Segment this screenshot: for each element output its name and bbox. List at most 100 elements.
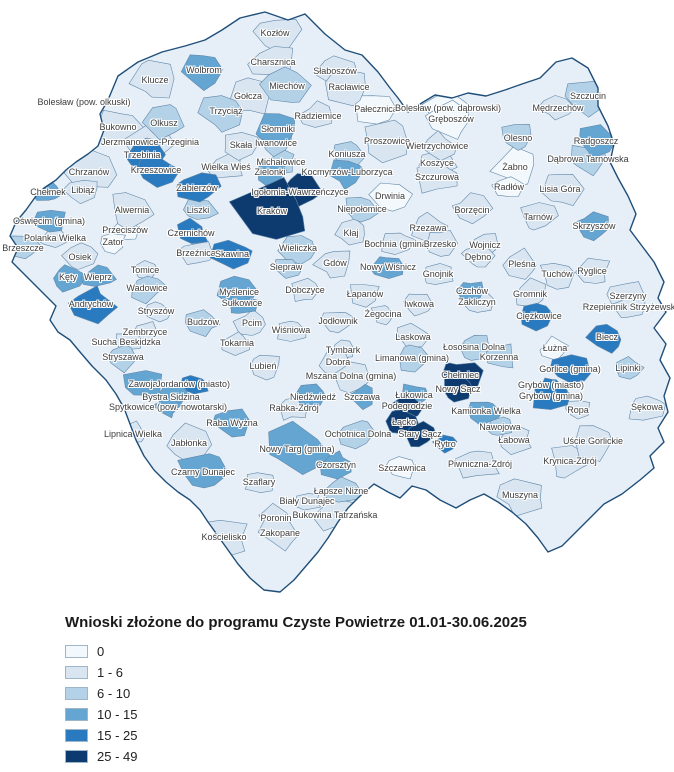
region-shape-uście-gorlickie[interactable] (575, 425, 613, 462)
region-shape-brzesko[interactable] (427, 229, 458, 257)
region-shape-szczawnica[interactable] (386, 456, 415, 480)
region-shape-racławice[interactable] (325, 71, 366, 107)
region-shape-niepołomice[interactable] (345, 196, 380, 223)
region-shape-stryszawa[interactable] (107, 344, 137, 374)
region-shape-zembrzyce[interactable] (134, 321, 158, 342)
region-shape-łapsze-niżne[interactable] (320, 476, 363, 503)
region-shape-czarny-dunajec[interactable] (177, 453, 229, 489)
region-shape-olesno[interactable] (501, 124, 532, 151)
region-shape-lubień[interactable] (250, 354, 280, 381)
region-shape-łososina-dolna[interactable] (459, 334, 490, 361)
region-shape-liszki[interactable] (183, 198, 219, 220)
region-shape-nawojowa[interactable] (486, 416, 513, 436)
region-shape-zawoja[interactable] (122, 370, 163, 396)
region-shape-limanowa-gmina[interactable] (398, 344, 432, 373)
region-shape-drwinia[interactable] (368, 182, 414, 212)
region-shape-rytro[interactable] (431, 434, 458, 454)
region-shape-klucze[interactable] (128, 59, 175, 99)
region-shape-kocmyrzów-luborzyca[interactable] (329, 159, 365, 190)
region-shape-dobczyce[interactable] (291, 277, 320, 302)
region-shape-sucha-beskidzka[interactable] (115, 332, 143, 350)
region-shape-alwernia[interactable] (112, 192, 155, 231)
region-shape-oświęcim-gmina[interactable] (33, 209, 66, 233)
region-shape-gnojnik[interactable] (424, 263, 454, 285)
region-shape-stary-sącz[interactable] (406, 420, 437, 448)
region-shape-ryglice[interactable] (575, 257, 611, 284)
region-shape-muszyna[interactable] (496, 478, 543, 517)
region-shape-proszowice[interactable] (364, 119, 408, 164)
region-shape-radziemice[interactable] (298, 100, 333, 128)
region-shape-lipinki[interactable] (614, 356, 645, 380)
region-shape-ochotnica-dolna[interactable] (337, 420, 376, 450)
region-shape-skrzyszów[interactable] (574, 211, 610, 242)
region-shape-słomniki[interactable] (255, 113, 296, 145)
region-shape-biały-dunajec[interactable] (295, 493, 322, 511)
region-shape-krzeszowice[interactable] (137, 150, 181, 188)
region-shape-stryszów[interactable] (144, 301, 172, 323)
region-shape-jordanów-miasto[interactable] (180, 375, 209, 395)
region-shape-łapanów[interactable] (350, 284, 380, 308)
region-shape-tuchów[interactable] (539, 262, 575, 290)
region-shape-raba-wyżna[interactable] (212, 408, 250, 438)
region-shape-kęty[interactable] (53, 264, 89, 293)
region-shape-wiśniowa[interactable] (277, 320, 307, 342)
region-shape-czernichów[interactable] (177, 217, 209, 245)
region-shape-kraków[interactable] (228, 176, 306, 240)
region-shape-szczawa[interactable] (345, 384, 373, 410)
region-shape-kamionka-wielka[interactable] (468, 401, 503, 426)
region-shape-zator[interactable] (100, 233, 127, 255)
region-shape-czchów[interactable] (455, 281, 484, 301)
region-shape-olkusz[interactable] (141, 104, 185, 141)
region-shape-piwniczna-zdrój[interactable] (455, 450, 500, 479)
region-shape-wolbrom[interactable] (180, 54, 224, 91)
region-shape-ciężkowice[interactable] (520, 302, 554, 332)
region-shape-rzepiennik-strzyżewski[interactable] (611, 293, 646, 318)
region-shape-ropa[interactable] (565, 400, 591, 420)
region-shape-kłaj[interactable] (334, 218, 365, 246)
region-shape-wadowice[interactable] (131, 275, 168, 305)
region-shape-wieprz[interactable] (80, 264, 117, 287)
region-shape-zabierzów[interactable] (176, 172, 222, 203)
region-shape-tokarnia[interactable] (221, 331, 250, 356)
region-shape-szaflary[interactable] (244, 472, 275, 494)
region-shape-wieliczka[interactable] (277, 235, 316, 265)
region-shape-zakopane[interactable] (257, 515, 299, 552)
region-shape-siepraw[interactable] (274, 259, 302, 279)
region-shape-pałecznica[interactable] (353, 95, 397, 125)
region-shape-borzęcin[interactable] (451, 192, 494, 225)
region-shape-czorsztyn[interactable] (320, 450, 352, 480)
region-shape-skała[interactable] (224, 132, 261, 161)
region-shape-nowy-sącz[interactable] (444, 373, 472, 403)
region-shape-pleśna[interactable] (502, 247, 537, 280)
region-shape-gromnik[interactable] (515, 277, 547, 308)
region-shape-grybów-gmina[interactable] (532, 383, 571, 410)
region-shape-żegocina[interactable] (370, 305, 394, 326)
region-shape-mędrzechów[interactable] (536, 95, 576, 121)
region-shape-iwkowa[interactable] (403, 293, 434, 317)
region-shape-tarnów[interactable] (520, 202, 559, 231)
region-shape-łużna[interactable] (539, 335, 569, 361)
region-shape-bochnia-gmina[interactable] (381, 232, 417, 255)
region-shape-spytkowice-pow-nowotarski[interactable] (151, 396, 183, 419)
region-shape-libiąż[interactable] (62, 179, 98, 205)
region-shape-sękowa[interactable] (628, 395, 666, 421)
region-shape-niedźwiedź[interactable] (295, 383, 326, 410)
region-shape-nowy-targ-gmina[interactable] (268, 420, 331, 475)
region-shape-lisia-góra[interactable] (541, 173, 585, 207)
region-shape-sułkowice[interactable] (229, 294, 259, 314)
region-shape-gdów[interactable] (312, 250, 351, 279)
region-shape-budzów[interactable] (185, 309, 221, 337)
region-shape-nowy-wiśnicz[interactable] (370, 256, 404, 279)
region-shape-radłów[interactable] (491, 176, 525, 197)
region-shape-miechów[interactable] (259, 66, 312, 103)
region-shape-jodłownik[interactable] (320, 312, 358, 334)
region-shape-korzenna[interactable] (485, 343, 514, 369)
region-shape-pcim[interactable] (232, 309, 266, 336)
region-shape-gręboszów[interactable] (424, 99, 470, 140)
region-shape-andrychów[interactable] (67, 285, 119, 325)
region-shape-skawina[interactable] (209, 239, 253, 270)
region-shape-trzyciąż[interactable] (197, 95, 244, 133)
region-shape-szczurowa[interactable] (416, 159, 458, 194)
region-shape-wietrzychowice[interactable] (422, 130, 457, 161)
region-shape-biecz[interactable] (585, 323, 622, 354)
